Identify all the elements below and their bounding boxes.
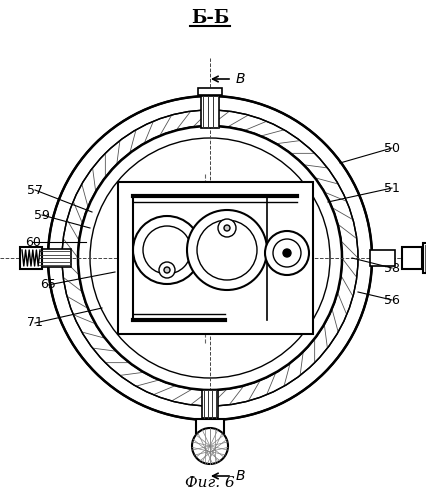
Bar bbox=[201, 96, 219, 128]
Circle shape bbox=[218, 219, 236, 237]
Circle shape bbox=[273, 239, 301, 267]
Circle shape bbox=[224, 225, 230, 231]
Circle shape bbox=[48, 96, 372, 420]
Bar bbox=[20, 247, 42, 269]
Text: 50: 50 bbox=[384, 142, 400, 155]
Text: 71: 71 bbox=[27, 316, 43, 329]
Bar bbox=[369, 250, 394, 266]
Circle shape bbox=[187, 210, 267, 290]
Text: 56: 56 bbox=[384, 293, 400, 306]
Circle shape bbox=[143, 226, 191, 274]
Text: В: В bbox=[236, 469, 245, 483]
Bar bbox=[402, 247, 422, 269]
Bar bbox=[198, 87, 222, 94]
Text: 51: 51 bbox=[384, 182, 400, 195]
Text: 65: 65 bbox=[40, 278, 56, 291]
Circle shape bbox=[192, 428, 228, 464]
Circle shape bbox=[164, 267, 170, 273]
Circle shape bbox=[133, 216, 201, 284]
Text: 59: 59 bbox=[34, 209, 50, 222]
Circle shape bbox=[62, 110, 358, 406]
Text: В: В bbox=[236, 72, 245, 86]
Text: Б-Б: Б-Б bbox=[191, 9, 229, 27]
Bar bbox=[423, 243, 426, 273]
Circle shape bbox=[265, 231, 309, 275]
Bar bbox=[196, 419, 224, 433]
Circle shape bbox=[197, 220, 257, 280]
Bar bbox=[118, 182, 313, 334]
Text: Фиг. 6: Фиг. 6 bbox=[185, 476, 235, 490]
Circle shape bbox=[159, 262, 175, 278]
Text: 58: 58 bbox=[384, 261, 400, 274]
Circle shape bbox=[78, 126, 342, 390]
Bar bbox=[202, 390, 218, 418]
Text: 57: 57 bbox=[27, 184, 43, 197]
Bar bbox=[39, 249, 71, 267]
Circle shape bbox=[78, 126, 342, 390]
Circle shape bbox=[283, 249, 291, 257]
Text: 60: 60 bbox=[25, 236, 41, 249]
Circle shape bbox=[90, 138, 330, 378]
